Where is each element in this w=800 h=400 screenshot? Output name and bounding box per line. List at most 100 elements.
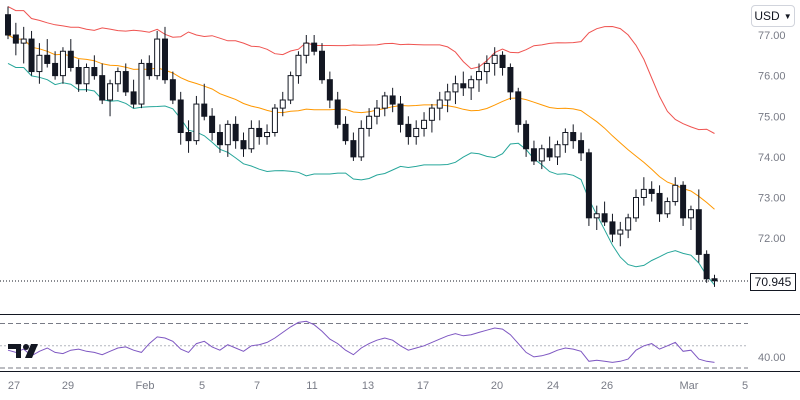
candle: [452, 75, 459, 105]
candle: [185, 120, 192, 153]
candle: [711, 274, 718, 287]
candle: [695, 189, 702, 263]
candle-body: [680, 184, 687, 219]
candle: [350, 132, 357, 161]
candle-body: [413, 127, 420, 138]
lower-band-line: [7, 62, 715, 286]
time-tick-label: 26: [601, 380, 613, 392]
candle: [468, 75, 475, 101]
candle: [421, 112, 428, 137]
candle: [633, 189, 639, 222]
candle: [523, 120, 530, 157]
candle: [114, 67, 121, 92]
candle: [193, 95, 200, 145]
time-tick-label: 5: [742, 380, 748, 392]
candle: [59, 47, 66, 84]
candle-body: [436, 99, 443, 109]
candle: [311, 35, 318, 56]
candle: [491, 47, 498, 76]
candle: [201, 83, 208, 121]
candle-body: [358, 127, 365, 158]
candle-body: [554, 144, 561, 158]
candle-body: [169, 79, 176, 101]
time-tick-label: Feb: [136, 380, 155, 392]
rsi-panel: 40.00: [0, 320, 786, 369]
candle-body: [224, 123, 231, 146]
candle-body: [695, 209, 702, 255]
candle-body: [44, 54, 51, 64]
candle: [585, 148, 592, 226]
candle-body: [640, 188, 647, 199]
candle: [264, 124, 271, 145]
candle-body: [130, 91, 137, 105]
candle: [177, 91, 184, 145]
rsi-line: [7, 320, 715, 363]
candle-body: [687, 209, 694, 219]
candle: [209, 108, 216, 141]
price-tick-label: 72.00: [758, 233, 786, 245]
candle: [256, 120, 263, 145]
candle: [538, 144, 545, 170]
candle: [154, 30, 161, 80]
candle-body: [271, 107, 278, 134]
candle: [91, 55, 98, 80]
chevron-down-icon: ▼: [783, 11, 792, 21]
candle: [381, 91, 388, 117]
upper-band-line: [7, 6, 715, 134]
candle: [405, 116, 412, 145]
candle: [67, 39, 74, 72]
candle-body: [452, 83, 459, 93]
candle: [342, 116, 349, 145]
candle-body: [311, 42, 318, 52]
candle-body: [59, 50, 66, 77]
candle: [319, 43, 325, 84]
price-tick-label: 73.00: [758, 193, 786, 205]
candle-body: [114, 71, 121, 85]
candle-body: [389, 95, 396, 105]
candle-body: [515, 91, 522, 125]
candle: [389, 87, 396, 113]
candle-body: [366, 115, 373, 129]
candle-body: [248, 127, 255, 150]
currency-label: USD: [754, 9, 780, 23]
candle-body: [67, 50, 74, 69]
candle-body: [499, 54, 506, 69]
candle: [444, 83, 451, 113]
candle-body: [138, 62, 145, 105]
time-tick-label: 11: [306, 380, 317, 392]
candle-body: [491, 54, 498, 64]
candle-body: [703, 253, 710, 280]
price-axis: 72.00 73.00 74.00 75.00 76.00 77.00: [758, 30, 786, 245]
last-price-badge: 70.945: [750, 273, 796, 291]
candle: [397, 95, 404, 133]
candle: [169, 71, 176, 105]
candle: [515, 87, 522, 133]
candle: [138, 59, 145, 109]
candle: [44, 39, 51, 68]
candle-body: [5, 14, 11, 36]
candle-body: [633, 197, 639, 219]
candle: [428, 104, 435, 133]
candle-body: [201, 103, 208, 117]
candle: [648, 181, 655, 202]
candle-body: [146, 62, 153, 77]
candle-body: [264, 132, 271, 138]
candle-body: [421, 119, 428, 129]
time-tick-label: 29: [62, 380, 74, 392]
tradingview-logo[interactable]: [8, 340, 48, 360]
time-tick-label: 27: [8, 380, 20, 392]
candle: [640, 177, 647, 206]
candle-body: [154, 38, 161, 77]
grid-layer: [0, 280, 800, 372]
candle: [656, 185, 663, 222]
candle: [460, 71, 467, 96]
candle: [248, 120, 255, 153]
candle: [12, 22, 19, 56]
candle-body: [28, 38, 35, 73]
candle-body: [122, 71, 129, 93]
currency-selector[interactable]: USD ▼: [751, 5, 795, 27]
candle-body: [256, 127, 263, 138]
candle-body: [570, 132, 577, 142]
candle-body: [83, 67, 90, 85]
